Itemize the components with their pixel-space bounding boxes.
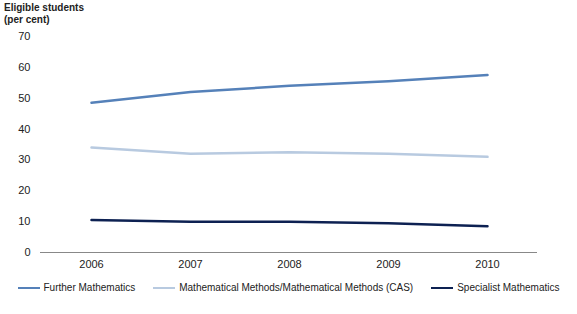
html-text:Specialist Mathematics: Specialist Mathematics: [457, 282, 560, 293]
svg-text:30: 30: [18, 153, 30, 165]
svg-text:70: 70: [18, 30, 30, 42]
svg-text:20: 20: [18, 184, 30, 196]
svg-text:0: 0: [24, 246, 30, 258]
svg-text:2009: 2009: [376, 258, 400, 270]
html-text:Eligible students (per cent): Eligible students (per cent): [4, 2, 84, 25]
html-text:Mathematical Methods/Mathemati: Mathematical Methods/Mathematical Method…: [179, 282, 414, 293]
svg-text:60: 60: [18, 61, 30, 73]
svg-text:2008: 2008: [277, 258, 301, 270]
svg-text:2006: 2006: [79, 258, 103, 270]
svg-text:2007: 2007: [178, 258, 202, 270]
svg-text:40: 40: [18, 123, 30, 135]
svg-text:2010: 2010: [475, 258, 499, 270]
html-text:Further Mathematics: Further Mathematics: [43, 282, 136, 293]
svg-text:50: 50: [18, 92, 30, 104]
svg-text:10: 10: [18, 215, 30, 227]
